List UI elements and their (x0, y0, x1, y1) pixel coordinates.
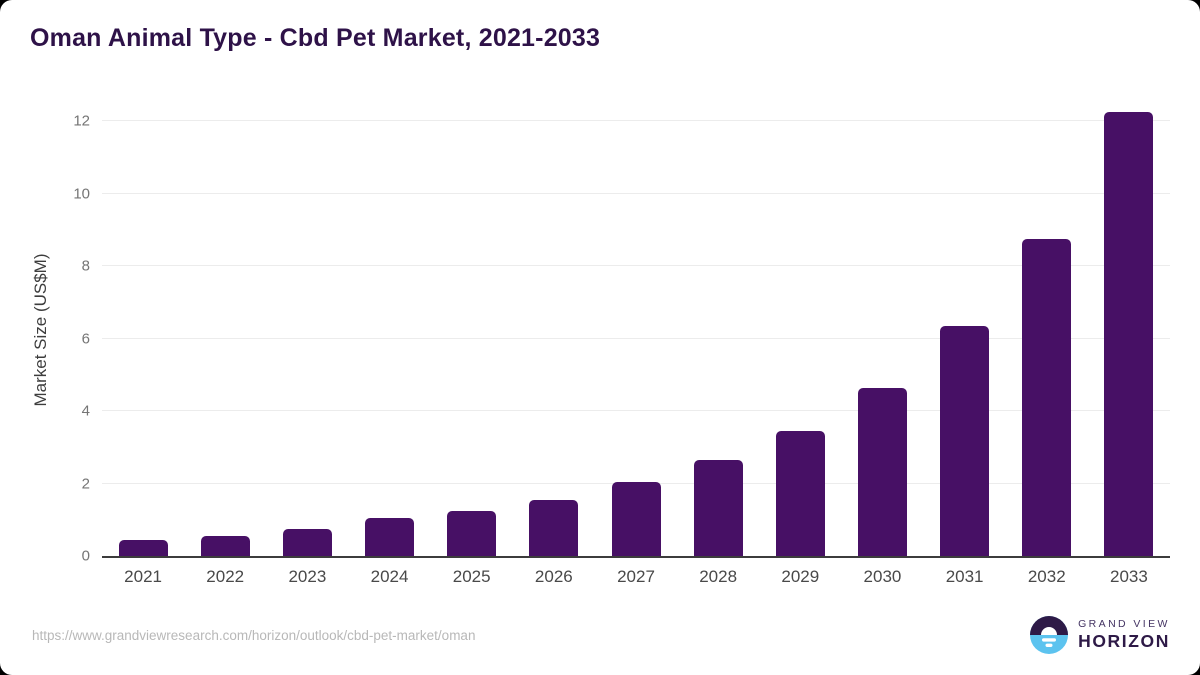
chart-title: Oman Animal Type - Cbd Pet Market, 2021-… (30, 24, 601, 52)
x-tick-label-2032: 2032 (1027, 567, 1066, 586)
bar-2027[interactable] (611, 481, 661, 556)
x-tick-label-2022: 2022 (206, 567, 245, 586)
x-tick-label-2026: 2026 (534, 567, 573, 586)
y-tick-label-10: 10 (73, 185, 90, 203)
x-tick-label-2027: 2027 (617, 567, 655, 586)
bar-2026[interactable] (529, 499, 579, 556)
bar-2031[interactable] (940, 326, 990, 556)
bar-2023[interactable] (282, 528, 332, 556)
brand-logo-line2: HORIZON (1078, 631, 1170, 652)
gridline-8 (102, 265, 1170, 267)
x-tick-label-2021: 2021 (124, 567, 162, 586)
bar-2033[interactable] (1104, 112, 1154, 556)
bar-2032[interactable] (1022, 239, 1072, 556)
y-tick-label-2: 2 (81, 475, 90, 493)
y-tick-label-8: 8 (81, 257, 90, 275)
y-tick-label-4: 4 (81, 402, 90, 420)
gridline-12 (102, 120, 1170, 122)
bar-2022[interactable] (200, 536, 250, 556)
y-tick-label-12: 12 (73, 112, 90, 130)
bar-2030[interactable] (857, 387, 907, 556)
brand-logo: GRAND VIEW HORIZON (1029, 615, 1170, 655)
x-tick-label-2033: 2033 (1110, 567, 1148, 586)
x-tick-label-2030: 2030 (863, 567, 902, 586)
x-tick-label-2023: 2023 (288, 567, 327, 586)
x-tick-label-2031: 2031 (945, 567, 984, 586)
bar-2021[interactable] (118, 539, 168, 556)
gridline-6 (102, 337, 1170, 339)
brand-logo-line1: GRAND VIEW (1078, 617, 1170, 630)
bar-chart-plot-area (102, 96, 1170, 558)
source-url: https://www.grandviewresearch.com/horizo… (32, 628, 476, 643)
bar-2028[interactable] (693, 460, 743, 556)
brand-logo-text: GRAND VIEW HORIZON (1078, 617, 1170, 652)
y-axis-tick-labels: 0 2 4 6 8 10 12 (0, 96, 90, 565)
bar-2025[interactable] (447, 510, 497, 556)
x-tick-label-2025: 2025 (452, 567, 491, 586)
x-axis-tick-labels: 2021 2022 2023 2024 2025 2026 2027 2028 2029 2030… (102, 567, 1170, 593)
gridline-10 (102, 192, 1170, 194)
x-tick-label-2028: 2028 (699, 567, 738, 586)
bar-2029[interactable] (775, 431, 825, 556)
y-tick-label-6: 6 (81, 330, 90, 348)
x-axis-line (102, 556, 1170, 558)
x-tick-label-2029: 2029 (781, 567, 820, 586)
bar-2024[interactable] (365, 517, 415, 556)
gridline-4 (102, 410, 1170, 412)
horizon-logo-icon (1029, 615, 1069, 655)
x-tick-label-2024: 2024 (370, 567, 409, 586)
y-tick-label-0: 0 (81, 547, 90, 565)
